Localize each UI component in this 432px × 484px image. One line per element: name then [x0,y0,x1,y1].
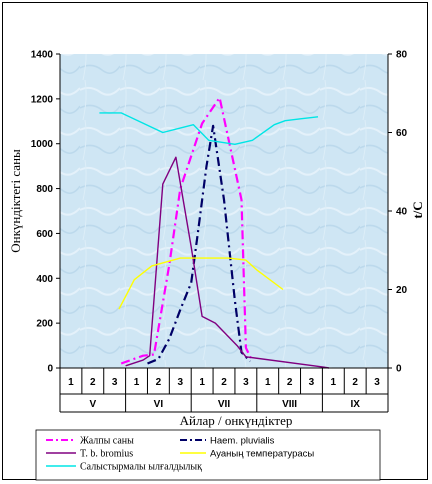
legend-box [35,429,381,481]
x-axis-title: Айлар / онкүндіктер [180,413,293,428]
y-tick-left-label: 0 [47,364,53,375]
x-decade-label: 1 [134,377,140,388]
y-tick-left-label: 200 [36,319,53,330]
y-tick-left-label: 1000 [31,139,54,150]
y-tick-left-label: 1400 [31,50,54,61]
plot-area [60,54,388,368]
y-tick-right-label: 0 [396,364,402,375]
x-decade-label: 2 [221,377,227,388]
x-decade-label: 2 [90,377,96,388]
y-tick-right-label: 60 [396,128,408,139]
x-decade-label: 1 [199,377,205,388]
series-line-1 [147,124,251,365]
x-month-label: V [89,399,96,410]
legend-label-1: Haem. pluvialis [210,436,275,447]
series-line-4 [99,112,319,146]
x-decade-label: 3 [112,377,118,388]
y-axis-left-title: Онкүндіктегі саны [8,149,23,253]
y-tick-left-label: 1200 [31,94,54,105]
x-month-label: VII [218,399,230,410]
x-decade-label: 3 [309,377,315,388]
x-month-label: VI [154,399,164,410]
x-month-label: VIII [282,399,297,410]
y-tick-left-label: 800 [36,184,53,195]
x-decade-label: 2 [287,377,293,388]
legend-label-0: Жалпы саны [80,436,134,447]
x-decade-label: 3 [243,377,249,388]
series-line-2 [125,156,330,369]
legend-label-2: T. b. bromius [80,449,133,460]
series-line-0 [120,96,254,365]
x-decade-label: 2 [156,377,162,388]
y-tick-left-label: 600 [36,229,53,240]
legend-label-3: Ауаның температурасы [210,449,314,460]
y-tick-right-label: 20 [396,285,408,296]
y-tick-right-label: 40 [396,207,408,218]
series-line-3 [118,257,284,310]
y-axis-right-title: t/C [410,201,425,218]
y-tick-right-label: 80 [396,50,408,61]
x-decade-label: 1 [68,377,74,388]
x-decade-label: 1 [265,377,271,388]
x-decade-label: 1 [331,377,337,388]
legend-label-4: Салыстырмалы ылғалдылық [80,462,202,473]
y-tick-left-label: 400 [36,274,53,285]
x-decade-label: 3 [374,377,380,388]
x-decade-label: 2 [352,377,358,388]
x-decade-label: 3 [177,377,183,388]
x-month-label: IX [350,399,360,410]
